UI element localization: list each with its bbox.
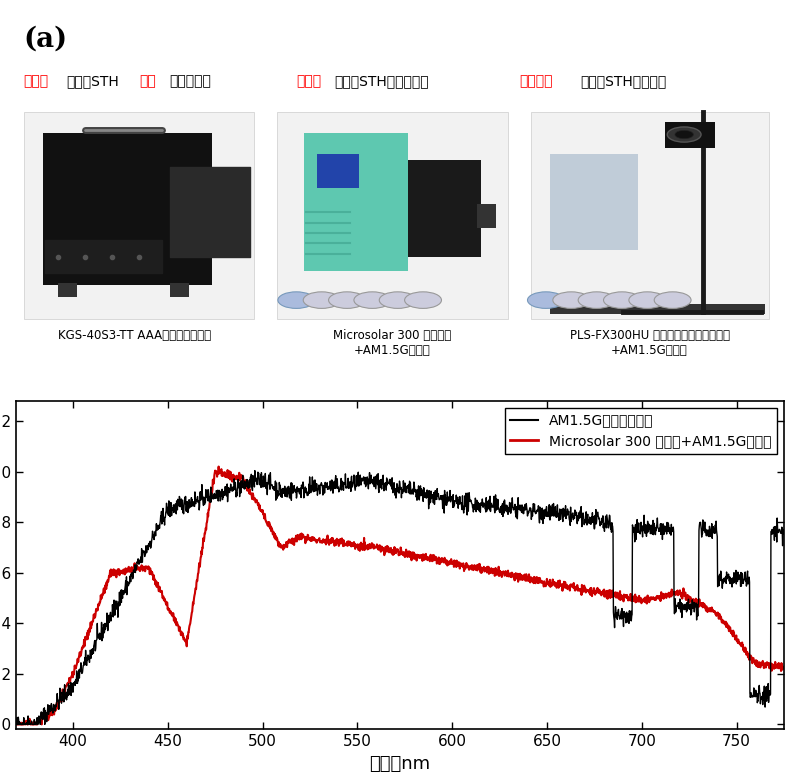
Circle shape bbox=[603, 292, 640, 308]
Legend: AM1.5G标准太阳光谱, Microsolar 300 型氙灯+AM1.5G滤光片: AM1.5G标准太阳光谱, Microsolar 300 型氙灯+AM1.5G滤… bbox=[505, 408, 777, 454]
FancyBboxPatch shape bbox=[530, 112, 769, 319]
Text: (a): (a) bbox=[24, 26, 68, 53]
FancyBboxPatch shape bbox=[477, 203, 496, 227]
Text: 光电催化: 光电催化 bbox=[519, 74, 553, 88]
Text: KGS-40S3-TT AAA级太阳光模拟器: KGS-40S3-TT AAA级太阳光模拟器 bbox=[58, 330, 212, 342]
Circle shape bbox=[379, 292, 416, 308]
Text: 光催化: 光催化 bbox=[296, 74, 322, 88]
Circle shape bbox=[527, 292, 564, 308]
Text: PLS-FX300HU 高均匀性一体式氙灯光源
+AM1.5G滤光片: PLS-FX300HU 高均匀性一体式氙灯光源 +AM1.5G滤光片 bbox=[570, 330, 730, 358]
Circle shape bbox=[553, 292, 590, 308]
FancyBboxPatch shape bbox=[304, 133, 408, 271]
FancyBboxPatch shape bbox=[43, 133, 212, 285]
Circle shape bbox=[629, 292, 666, 308]
Text: 分解水STH: 分解水STH bbox=[66, 74, 118, 88]
FancyBboxPatch shape bbox=[550, 303, 765, 314]
Circle shape bbox=[303, 292, 340, 308]
Circle shape bbox=[354, 292, 390, 308]
Circle shape bbox=[675, 130, 694, 139]
Circle shape bbox=[654, 292, 691, 308]
FancyBboxPatch shape bbox=[317, 154, 359, 188]
FancyBboxPatch shape bbox=[24, 112, 254, 319]
Text: 分解水STH测试方案: 分解水STH测试方案 bbox=[581, 74, 666, 88]
Circle shape bbox=[667, 127, 701, 142]
Text: 分解水STH测试方案二: 分解水STH测试方案二 bbox=[334, 74, 430, 88]
Circle shape bbox=[578, 292, 615, 308]
Text: 光催化: 光催化 bbox=[24, 74, 49, 88]
Circle shape bbox=[405, 292, 442, 308]
FancyBboxPatch shape bbox=[58, 283, 78, 296]
Text: 精确: 精确 bbox=[139, 74, 156, 88]
FancyBboxPatch shape bbox=[408, 161, 481, 257]
Circle shape bbox=[329, 292, 366, 308]
Text: 测试方案一: 测试方案一 bbox=[170, 74, 211, 88]
FancyBboxPatch shape bbox=[277, 112, 507, 319]
Circle shape bbox=[278, 292, 314, 308]
Text: Microsolar 300 氙灯光源
+AM1.5G滤光片: Microsolar 300 氙灯光源 +AM1.5G滤光片 bbox=[333, 330, 451, 358]
FancyBboxPatch shape bbox=[170, 283, 189, 296]
FancyBboxPatch shape bbox=[550, 154, 638, 250]
X-axis label: 波长／nm: 波长／nm bbox=[370, 755, 430, 773]
FancyBboxPatch shape bbox=[665, 123, 715, 148]
